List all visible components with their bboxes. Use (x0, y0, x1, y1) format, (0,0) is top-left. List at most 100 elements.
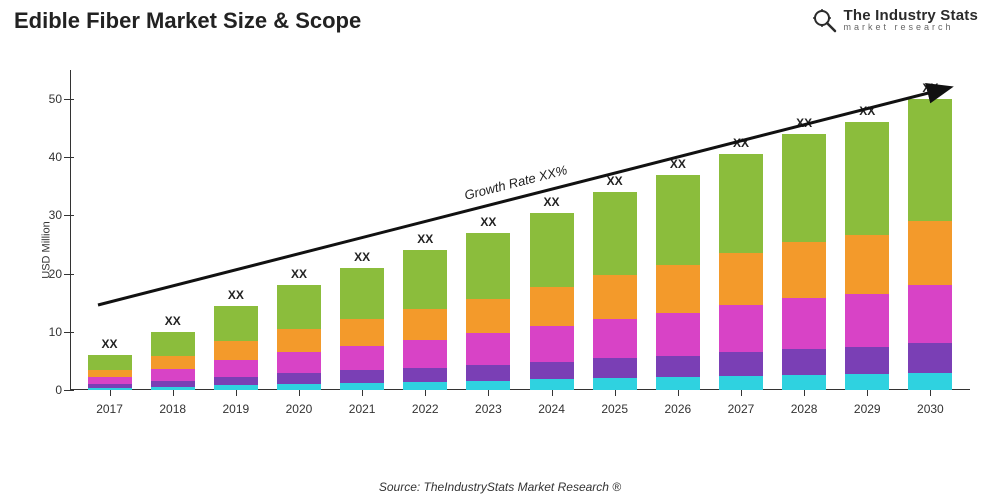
bar-column: XX2024 (522, 213, 582, 390)
y-tick-label: 10 (32, 325, 62, 339)
bar-segment (782, 375, 826, 390)
y-tick-label: 30 (32, 208, 62, 222)
bar-segment (593, 378, 637, 390)
bar-segment (151, 356, 195, 369)
x-tick (552, 390, 553, 396)
bar-segment (656, 356, 700, 378)
x-axis-label: 2026 (664, 402, 691, 416)
bar-segment (214, 341, 258, 360)
bar-segment (340, 319, 384, 346)
bar-segment (782, 349, 826, 375)
bar-value-label: XX (228, 288, 244, 302)
bar-segment (277, 329, 321, 352)
bar-segment (530, 213, 574, 288)
bar-segment (593, 319, 637, 359)
bar-segment (403, 250, 447, 309)
bar-value-label: XX (354, 250, 370, 264)
x-tick (741, 390, 742, 396)
bar-segment (340, 268, 384, 319)
bar-column: XX2023 (458, 233, 518, 390)
bar-segment (88, 377, 132, 384)
bar-stack: XX (530, 213, 574, 390)
x-axis-label: 2020 (286, 402, 313, 416)
x-tick (362, 390, 363, 396)
bars-container: XX2017XX2018XX2019XX2020XX2021XX2022XX20… (70, 70, 970, 390)
bar-segment (151, 332, 195, 356)
y-tick (64, 390, 74, 391)
bar-stack: XX (340, 268, 384, 390)
y-tick-label: 40 (32, 150, 62, 164)
x-tick (867, 390, 868, 396)
bar-segment (88, 370, 132, 378)
y-tick-label: 50 (32, 92, 62, 106)
bar-segment (908, 285, 952, 343)
x-axis-label: 2030 (917, 402, 944, 416)
bar-segment (719, 154, 763, 253)
bar-segment (277, 352, 321, 373)
bar-stack: XX (151, 332, 195, 390)
bar-segment (403, 368, 447, 382)
bar-value-label: XX (544, 195, 560, 209)
bar-value-label: XX (859, 104, 875, 118)
bar-segment (845, 235, 889, 294)
bar-segment (214, 306, 258, 341)
bar-segment (719, 376, 763, 390)
x-axis-label: 2017 (96, 402, 123, 416)
bar-segment (277, 285, 321, 329)
bar-stack: XX (719, 154, 763, 390)
bar-segment (656, 377, 700, 390)
bar-segment (530, 379, 574, 390)
bar-segment (340, 383, 384, 390)
bar-stack: XX (845, 122, 889, 390)
bar-segment (782, 298, 826, 349)
y-tick-label: 0 (32, 383, 62, 397)
bar-segment (214, 377, 258, 385)
bar-segment (593, 275, 637, 319)
plot-area: 01020304050 XX2017XX2018XX2019XX2020XX20… (70, 70, 970, 390)
bar-value-label: XX (607, 174, 623, 188)
bar-segment (151, 369, 195, 381)
x-tick (173, 390, 174, 396)
bar-segment (845, 294, 889, 348)
x-tick (488, 390, 489, 396)
bar-column: XX2027 (711, 154, 771, 390)
x-axis-label: 2027 (728, 402, 755, 416)
y-tick-label: 20 (32, 267, 62, 281)
bar-column: XX2030 (900, 99, 960, 390)
chart-title: Edible Fiber Market Size & Scope (14, 8, 361, 34)
source-attribution: Source: TheIndustryStats Market Research… (379, 480, 621, 494)
x-axis-label: 2021 (349, 402, 376, 416)
logo-sub-text: market research (844, 23, 978, 32)
x-axis-label: 2018 (159, 402, 186, 416)
bar-segment (530, 287, 574, 326)
x-tick (425, 390, 426, 396)
bar-segment (656, 175, 700, 265)
bar-segment (340, 346, 384, 370)
bar-segment (845, 347, 889, 374)
bar-value-label: XX (480, 215, 496, 229)
brand-logo: The Industry Stats market research (810, 6, 978, 34)
bar-segment (908, 221, 952, 285)
bar-segment (908, 373, 952, 390)
bar-segment (403, 340, 447, 368)
x-tick (615, 390, 616, 396)
bar-column: XX2021 (332, 268, 392, 390)
bar-value-label: XX (291, 267, 307, 281)
x-axis-label: 2019 (222, 402, 249, 416)
bar-segment (466, 333, 510, 364)
logo-main-text: The Industry Stats (844, 8, 978, 23)
x-axis-label: 2024 (538, 402, 565, 416)
bar-segment (656, 265, 700, 312)
bar-segment (719, 352, 763, 376)
bar-value-label: XX (102, 337, 118, 351)
bar-segment (403, 382, 447, 390)
bar-segment (782, 134, 826, 242)
bar-segment (530, 326, 574, 361)
x-tick (110, 390, 111, 396)
x-axis-label: 2029 (854, 402, 881, 416)
bar-column: XX2018 (143, 332, 203, 390)
bar-stack: XX (782, 134, 826, 390)
bar-value-label: XX (733, 136, 749, 150)
x-axis-label: 2022 (412, 402, 439, 416)
bar-segment (908, 343, 952, 372)
